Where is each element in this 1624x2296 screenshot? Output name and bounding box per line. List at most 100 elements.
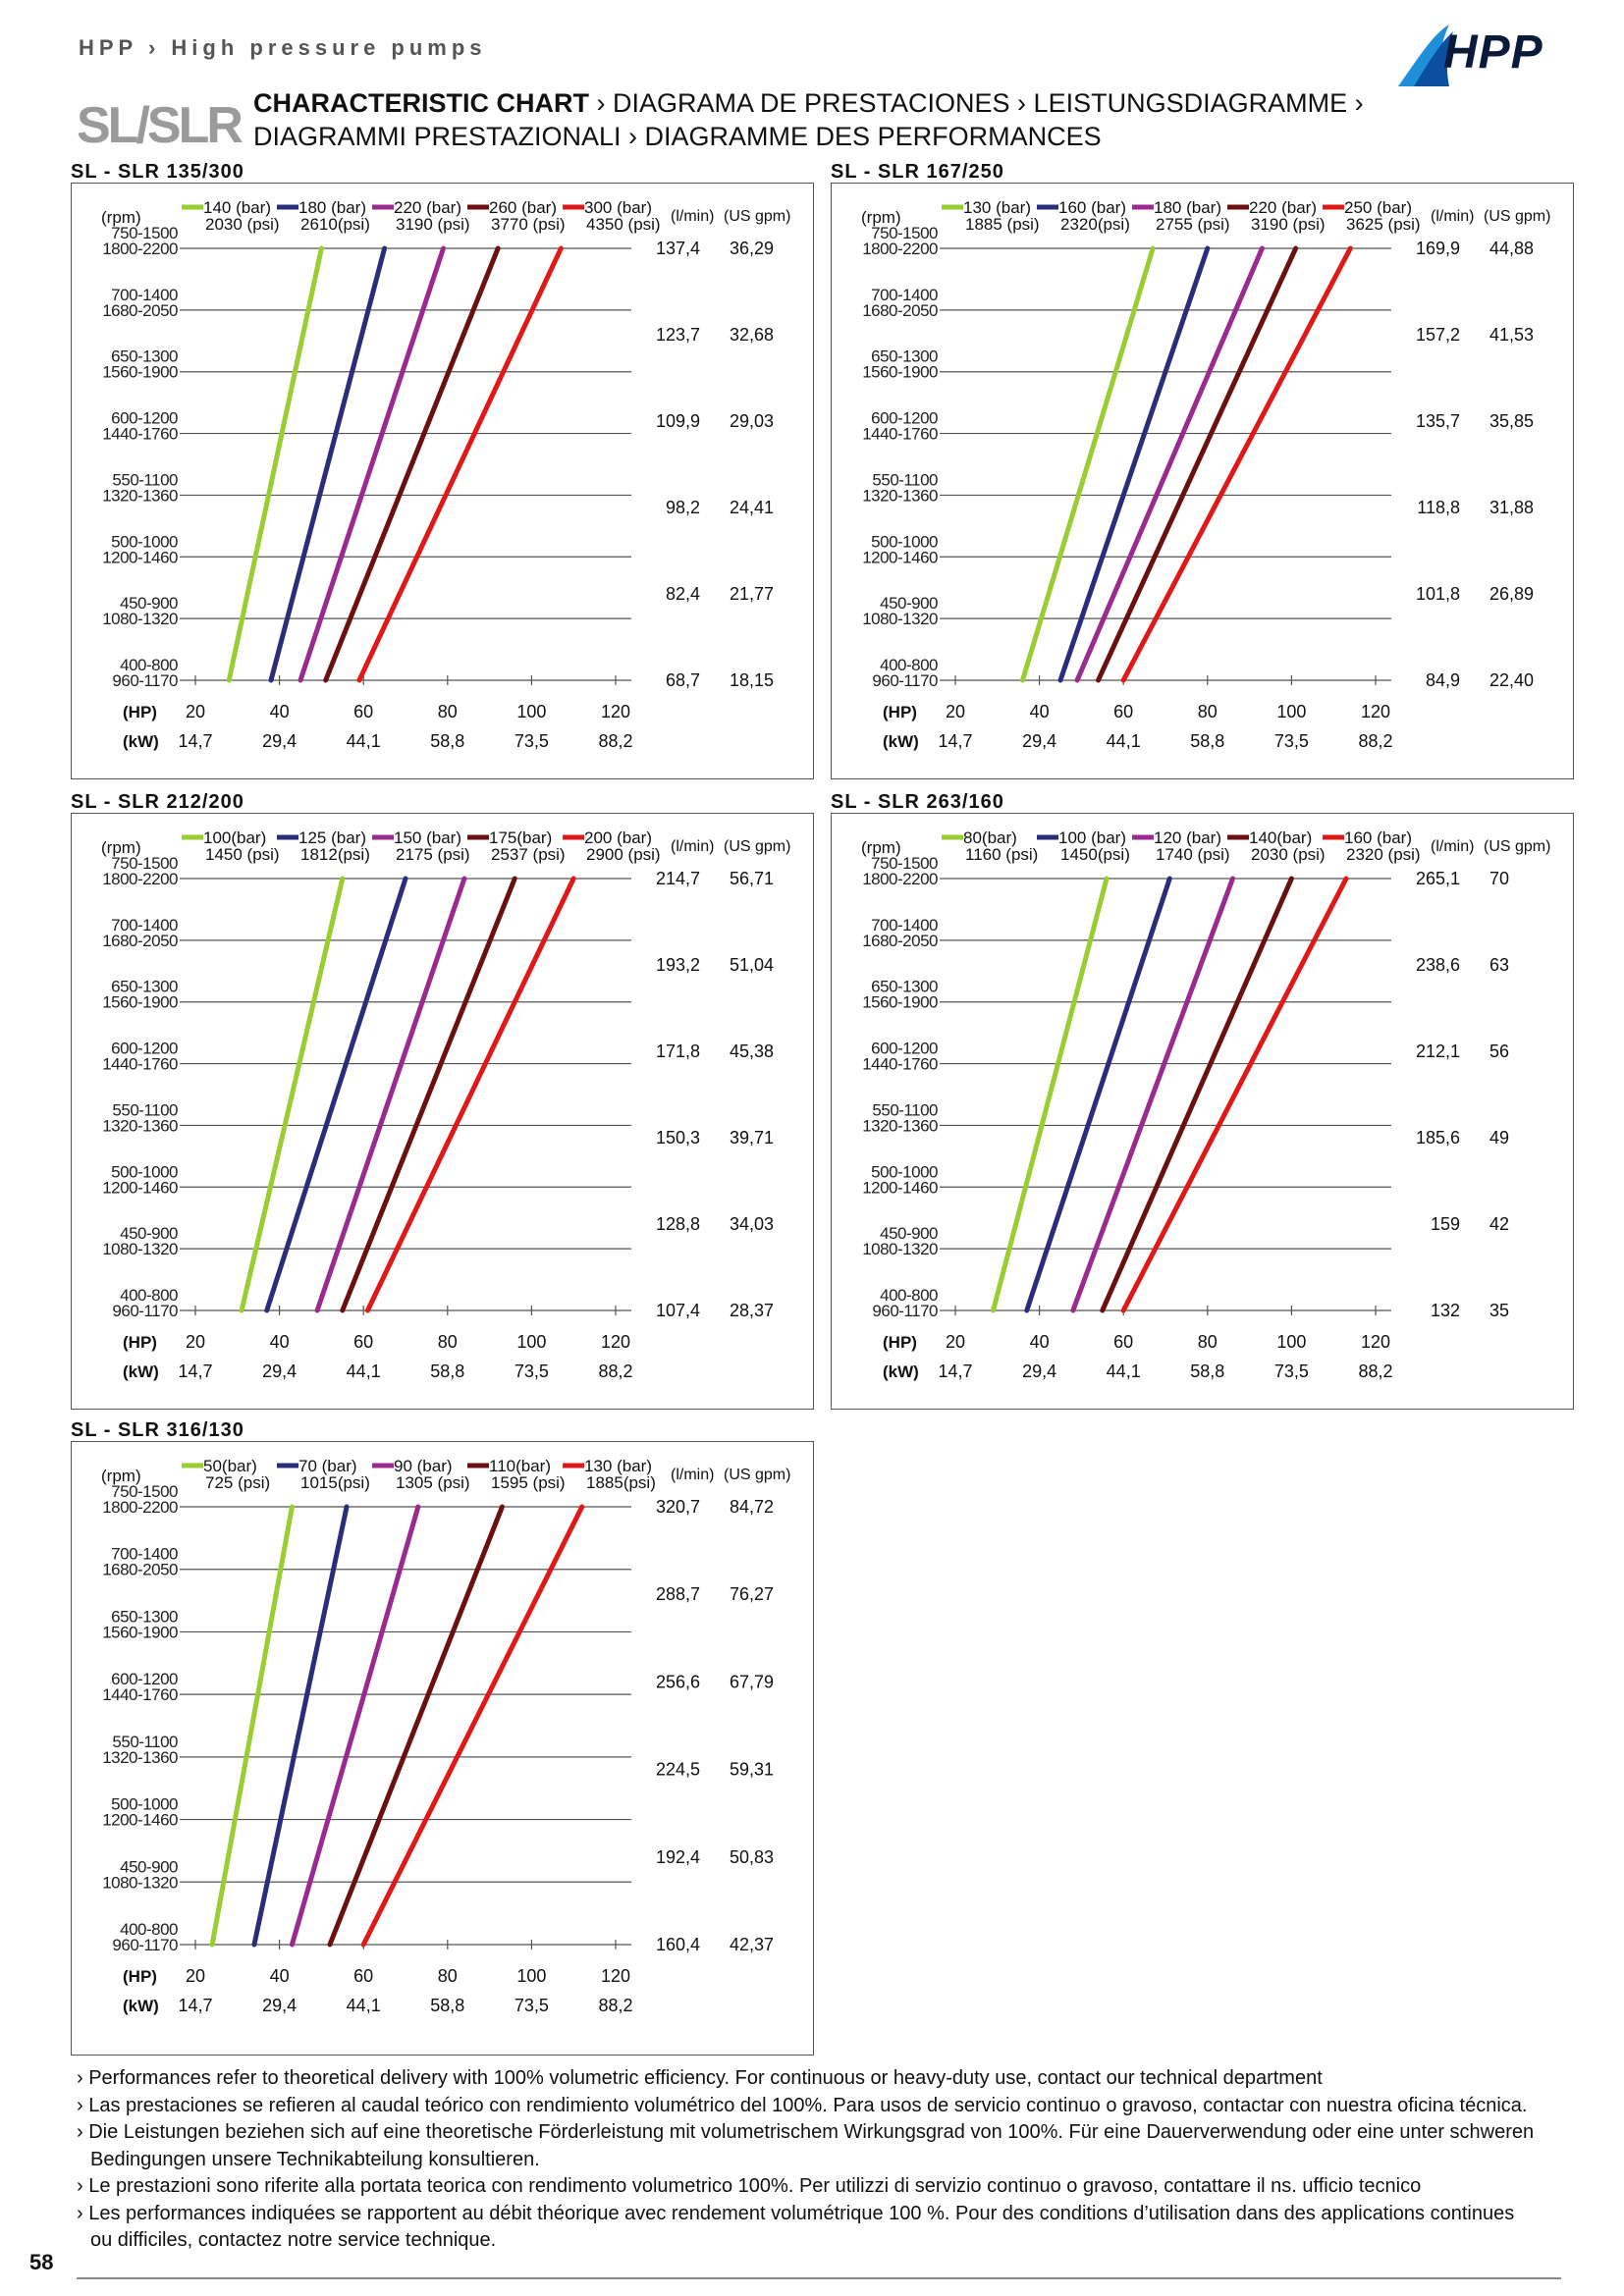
rpm-label: 750-1500 [871,854,938,873]
legend-psi-label: 2175 (psi) [396,845,470,864]
legend-bar-label: 110(bar) [489,1457,551,1475]
series-line [226,245,324,683]
legend-bar-label: 260 (bar) [489,198,557,217]
rpm-label: 1560-1900 [102,993,178,1012]
kw-tick-label: 88,2 [598,731,632,751]
rpm-label: 400-800 [120,1286,178,1305]
rpm-label: 1800-2200 [102,870,178,888]
flow-gpm-value: 76,27 [730,1584,774,1604]
rpm-label: 600-1200 [871,409,938,428]
hp-tick-label: 60 [1113,702,1133,721]
chart-title: SL - SLR 263/160 [831,791,1004,813]
rpm-label: 1680-2050 [102,932,178,950]
breadcrumb: HPP › High pressure pumps [79,35,487,60]
legend-psi-label: 1812(psi) [300,845,370,864]
series-line [360,1504,585,1948]
rpm-label: 1800-2200 [102,1498,178,1517]
series-code: SL/SLR [77,97,244,154]
flow-unit-gpm: (US gpm) [1484,208,1550,225]
legend-psi-label: 1450(psi) [1060,845,1130,864]
series-line [1057,245,1211,683]
flow-lmin-value: 68,7 [666,670,700,690]
hp-tick-label: 20 [186,1332,205,1352]
legend-bar-label: 160 (bar) [1058,198,1126,217]
legend-psi-label: 2030 (psi) [1251,845,1326,864]
kw-tick-label: 29,4 [262,1996,297,2015]
rpm-label: 1440-1760 [102,1685,178,1704]
flow-lmin-value: 159 [1431,1214,1460,1234]
flow-lmin-value: 107,4 [656,1301,700,1320]
kw-tick-label: 58,8 [1190,731,1224,751]
flow-gpm-value: 22,40 [1489,670,1534,690]
page-subtitle: DIAGRAMMI PRESTAZIONALI › DIAGRAMME DES … [253,122,1102,151]
flow-gpm-value: 39,71 [730,1128,774,1148]
chart-svg: 80(bar)1160 (psi) 100 (bar)1450(psi) 120 (… [861,828,1550,1381]
flow-gpm-value: 32,68 [730,325,774,345]
legend-psi-label: 2755 (psi) [1156,215,1230,234]
legend-psi-label: 1450 (psi) [205,845,280,864]
legend-psi-label: 1305 (psi) [396,1473,470,1492]
legend-bar-label: 100 (bar) [1058,828,1126,847]
legend-psi-label: 1740 (psi) [1156,845,1230,864]
kw-tick-label: 29,4 [1022,731,1056,751]
rpm-label: 650-1300 [111,978,178,996]
series-line [1120,245,1353,683]
flow-unit-lmin: (l/min) [671,838,714,855]
kw-tick-label: 73,5 [1274,731,1309,751]
hp-tick-label: 20 [946,702,965,721]
flow-unit-gpm: (US gpm) [724,1467,790,1483]
legend-psi-label: 1885 (psi) [965,215,1040,234]
rpm-label: 450-900 [120,1224,178,1243]
flow-gpm-value: 50,83 [730,1847,774,1867]
legend-psi-label: 2900 (psi) [586,845,661,864]
kw-tick-label: 73,5 [514,731,549,751]
rpm-label: 700-1400 [111,286,178,304]
rpm-label: 600-1200 [111,409,178,428]
series-line [1100,876,1294,1313]
chart-panel: 130 (bar) 1885 (psi) 160 (bar) 2320(psi) 180… [831,183,1574,779]
series-line [298,245,447,683]
chart-panel: 50(bar) 725 (psi) 70 (bar) 1015(psi) 90 (bar… [71,1441,814,2056]
rpm-label: 1320-1360 [102,486,178,505]
flow-lmin-value: 137,4 [656,239,700,258]
legend-bar-label: 140 (bar) [203,198,271,217]
chart-title: SL - SLR 135/300 [71,161,244,183]
kw-tick-label: 29,4 [262,731,297,751]
legend-psi-label: 3190 (psi) [396,215,470,234]
hp-unit-label: (HP) [883,703,917,721]
rpm-label: 500-1000 [111,1795,178,1814]
series-line [323,245,501,683]
rpm-label: 450-900 [880,594,938,613]
legend-psi-label: 3625 (psi) [1346,215,1421,234]
page-title-rest: › DIAGRAMA DE PRESTACIONES › LEISTUNGSDI… [588,88,1364,118]
hp-tick-label: 60 [1113,1332,1133,1352]
chart-svg: 50(bar)725 (psi) 70 (bar)1015(psi) 90 (bar… [101,1457,790,2015]
legend-bar-label: 160 (bar) [1344,828,1412,847]
series-line [209,1504,295,1948]
flow-gpm-value: 24,41 [730,498,774,517]
series-line [314,876,467,1313]
rpm-label: 450-900 [880,1224,938,1243]
flow-lmin-value: 132 [1431,1301,1460,1320]
hp-tick-label: 100 [516,702,546,721]
flow-lmin-value: 169,9 [1416,239,1460,258]
legend-bar-label: 130 (bar) [963,198,1031,217]
flow-lmin-value: 98,2 [666,498,700,517]
hp-unit-label: (HP) [123,1967,157,1986]
legend-psi-label: 2320(psi) [1060,215,1130,234]
kw-tick-label: 14,7 [178,1996,212,2015]
legend-psi-label: 1160 (psi) [965,845,1038,864]
flow-gpm-value: 51,04 [730,955,774,975]
flow-unit-lmin: (l/min) [1431,838,1474,855]
chart-title: SL - SLR 212/200 [71,791,244,813]
flow-lmin-value: 82,4 [666,584,700,604]
series-line [1096,245,1299,683]
rpm-label: 1680-2050 [862,932,938,950]
hp-unit-label: (HP) [123,1333,157,1352]
flow-lmin-value: 192,4 [656,1847,700,1867]
kw-tick-label: 14,7 [178,1362,212,1381]
flow-gpm-value: 44,88 [1489,239,1534,258]
flow-unit-lmin: (l/min) [1431,208,1474,225]
hp-tick-label: 60 [353,702,373,721]
note-line: › Performances refer to theoretical deli… [77,2067,1323,2089]
